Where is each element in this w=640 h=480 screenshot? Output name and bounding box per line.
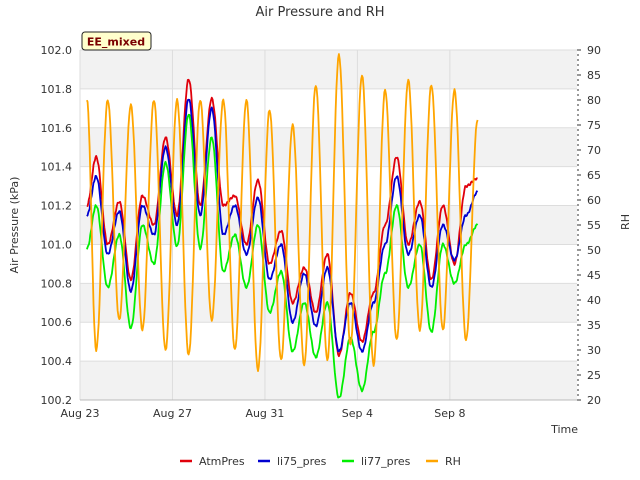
x-tick-label: Sep 8	[434, 407, 465, 420]
y2-tick-label: 30	[587, 344, 601, 357]
series-line-li77_pres	[86, 113, 479, 399]
legend-label-RH: RH	[445, 455, 461, 468]
series-line-AtmPres	[86, 78, 478, 358]
y2-tick-label: 80	[587, 94, 601, 107]
y2-tick-label: 20	[587, 394, 601, 407]
legend: AtmPres li75_pres li77_pres RH	[180, 455, 461, 468]
badge: EE_mixed	[81, 31, 152, 51]
y-axis-label: Air Pressure (kPa)	[8, 177, 21, 274]
y-tick-label: 100.4	[41, 355, 73, 368]
plot-band	[80, 127, 577, 167]
plot-band	[80, 244, 577, 284]
plot-band	[80, 88, 577, 128]
legend-label-li75_pres: li75_pres	[277, 455, 327, 468]
y2-tick-label: 65	[587, 169, 601, 182]
series-line-RH	[86, 53, 479, 373]
y2-tick-label: 90	[587, 44, 601, 57]
y2-tick-label: 70	[587, 144, 601, 157]
y-tick-label: 100.8	[41, 277, 73, 290]
y2-tick-label: 45	[587, 269, 601, 282]
y2-tick-label: 40	[587, 294, 601, 307]
x-axis-label: Time	[550, 423, 578, 436]
y-tick-label: 101.4	[41, 161, 73, 174]
y-tick-label: 101.6	[41, 122, 73, 135]
y-tick-label: 101.8	[41, 83, 73, 96]
y-tick-label: 102.0	[41, 44, 73, 57]
plot-band	[80, 50, 577, 89]
badge-label: EE_mixed	[87, 36, 145, 49]
series-line-li75_pres	[86, 98, 479, 353]
badge-box	[81, 31, 152, 51]
y2-tick-label: 50	[587, 244, 601, 257]
y-tick-label: 101.2	[41, 200, 73, 213]
x-tick-label: Sep 4	[342, 407, 373, 420]
legend-label-AtmPres: AtmPres	[199, 455, 245, 468]
plot-band	[80, 166, 577, 206]
y2-tick-label: 85	[587, 69, 601, 82]
plot-band	[80, 361, 577, 400]
y2-tick-label: 55	[587, 219, 601, 232]
y-tick-label: 101.0	[41, 238, 73, 251]
axes: 100.2 100.4 100.6 100.8 101.0 101.2 101.4 101.6…	[41, 44, 602, 420]
x-tick-label: Aug 23	[61, 407, 100, 420]
y2-tick-label: 75	[587, 119, 601, 132]
y-tick-label: 100.6	[41, 316, 73, 329]
plot-bands	[80, 50, 577, 400]
y2-tick-label: 60	[587, 194, 601, 207]
y2-tick-label: 25	[587, 369, 601, 382]
plot-band	[80, 205, 577, 245]
y2-axis-label: RH	[619, 214, 632, 230]
y-tick-label: 100.2	[41, 394, 73, 407]
y2-tick-label: 35	[587, 319, 601, 332]
series-layer	[86, 53, 479, 399]
x-tick-label: Aug 31	[245, 407, 284, 420]
legend-label-li77_pres: li77_pres	[361, 455, 411, 468]
x-tick-label: Aug 27	[153, 407, 192, 420]
chart-title: Air Pressure and RH	[255, 5, 384, 20]
